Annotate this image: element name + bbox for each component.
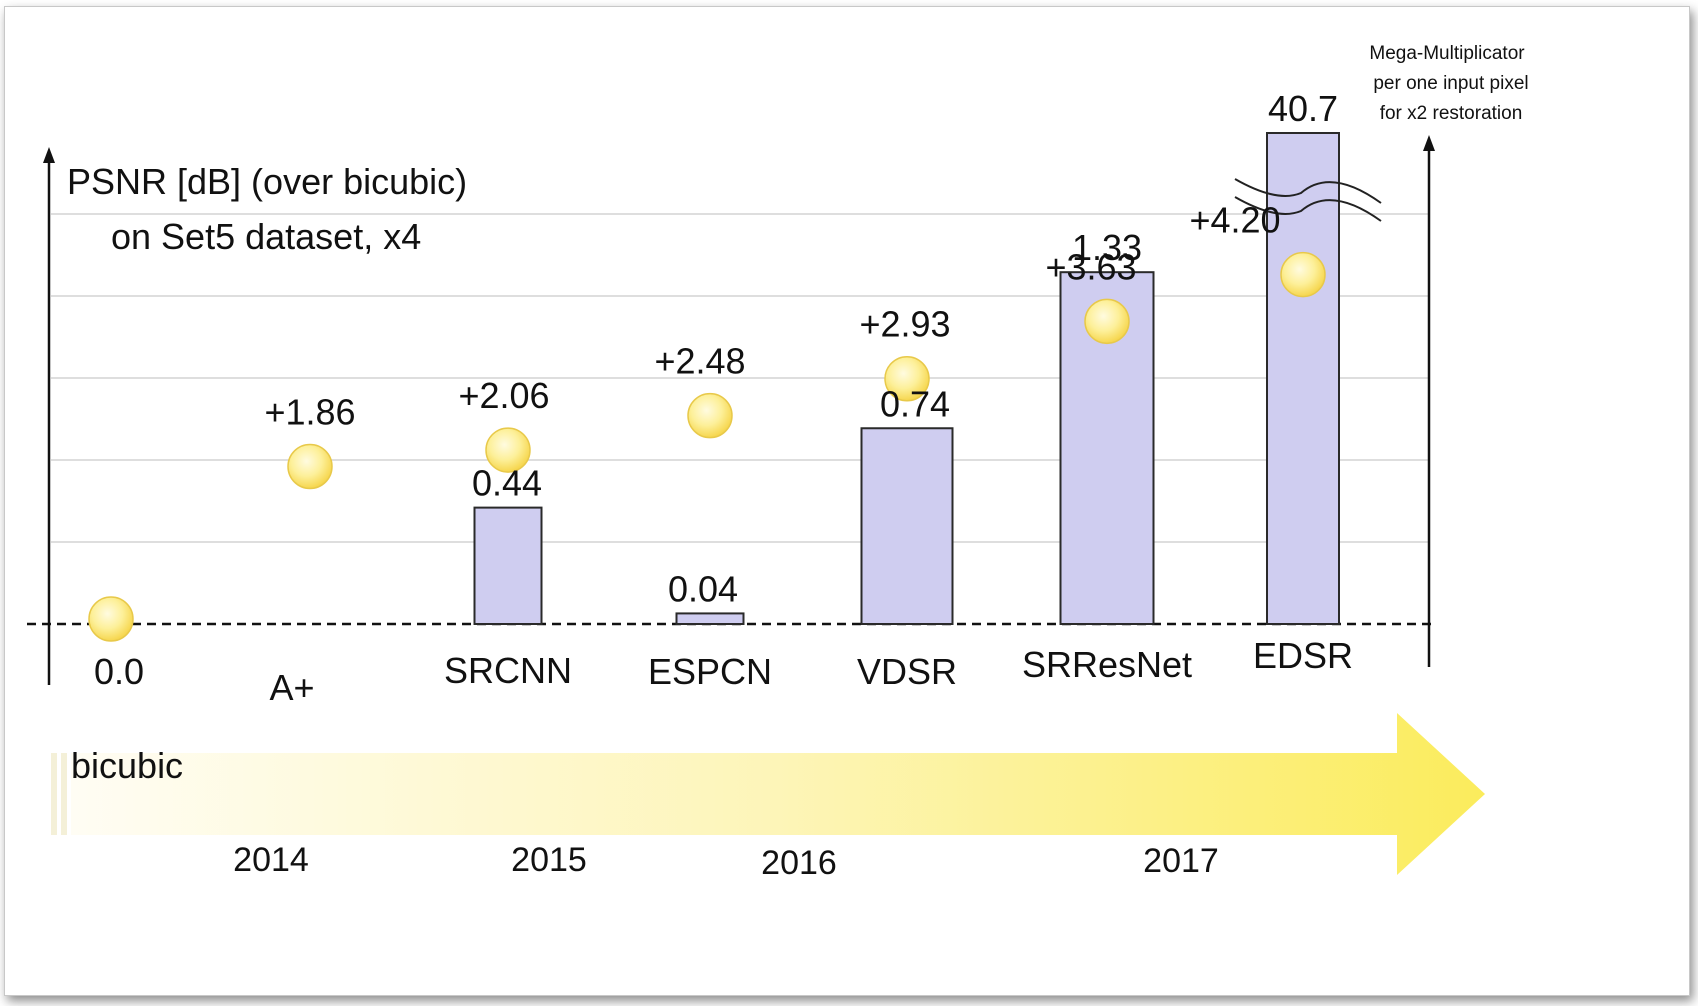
psnr-dot-vdsr [884, 355, 930, 402]
timeline-year-2017: 2017 [1143, 842, 1219, 880]
psnr-label-srresnet: +3.63 [1045, 246, 1136, 287]
psnr-label-vdsr: +2.93 [859, 304, 950, 345]
category-label-espcn: ESPCN [648, 651, 772, 692]
category-label-a+: A+ [269, 667, 314, 708]
gridlines [51, 213, 1429, 543]
psnr-label-espcn: +2.48 [654, 341, 745, 382]
psnr-dot-espcn [687, 392, 733, 439]
bar-label-srresnet: 1.33 [1072, 227, 1142, 268]
chart-frame: 0.44 0.04 0.74 1.33 40.7 +1.86 +2.06 +2.48 +2.93… [4, 6, 1690, 996]
right-y-axis-arrowhead [1423, 135, 1435, 151]
category-label-srresnet: SRResNet [1022, 644, 1192, 685]
chart-labels: 0.44 0.04 0.74 1.33 40.7 +1.86 +2.06 +2.48 +2.93… [94, 88, 1353, 708]
axis-break-line-1 [1234, 178, 1382, 204]
psnr-label-srcnn: +2.06 [458, 375, 549, 416]
multiplication-bars [473, 132, 1382, 626]
right-axis-title-line1: Mega-Multiplicator [1369, 43, 1525, 64]
psnr-label-a+: +1.86 [264, 391, 355, 432]
bar-label-srcnn: 0.44 [472, 463, 542, 504]
timeline-tick-1 [51, 753, 57, 835]
psnr-dots [88, 251, 1326, 642]
timeline-year-2015: 2015 [511, 841, 587, 879]
left-axis-title-line1: PSNR [dB] (over bicubic) [67, 161, 467, 202]
timeline-year-2016: 2016 [761, 844, 837, 882]
bar-label-vdsr: 0.74 [880, 383, 950, 424]
bar-edsr [1266, 132, 1340, 625]
timeline-year-2014: 2014 [233, 841, 309, 879]
psnr-dot-a+ [287, 443, 333, 490]
timeline-arrow [51, 713, 1485, 875]
psnr-chart: 0.44 0.04 0.74 1.33 40.7 +1.86 +2.06 +2.48 +2.93… [27, 43, 1529, 882]
right-axis-title-line3: for x2 restoration [1380, 103, 1523, 124]
bar-srcnn [473, 506, 543, 626]
category-label-vdsr: VDSR [857, 651, 957, 692]
timeline-start-label: bicubic [71, 745, 183, 786]
timeline-tick-2 [61, 753, 67, 835]
category-label-srcnn: SRCNN [444, 650, 572, 691]
right-axis-title-line2: per one input pixel [1373, 73, 1528, 94]
bar-vdsr [860, 427, 954, 625]
left-y-axis-arrowhead [43, 147, 55, 163]
bar-srresnet [1059, 271, 1155, 625]
left-axis-title-line2: on Set5 dataset, x4 [111, 216, 421, 257]
bar-label-espcn: 0.04 [668, 568, 738, 609]
category-label-edsr: EDSR [1253, 635, 1353, 676]
psnr-dot-srcnn [485, 427, 531, 473]
psnr-label-edsr: +4.20 [1189, 200, 1280, 241]
axes [43, 135, 1435, 685]
psnr-dot-edsr [1280, 251, 1326, 298]
timeline-arrow-shape [71, 713, 1485, 875]
category-label-bicubic: 0.0 [94, 651, 144, 692]
bar-espcn [675, 612, 745, 626]
psnr-dot-bicubic [88, 596, 134, 642]
bar-label-edsr: 40.7 [1268, 88, 1338, 129]
axis-break-line-2 [1234, 196, 1382, 222]
psnr-dot-srresnet [1084, 298, 1130, 345]
